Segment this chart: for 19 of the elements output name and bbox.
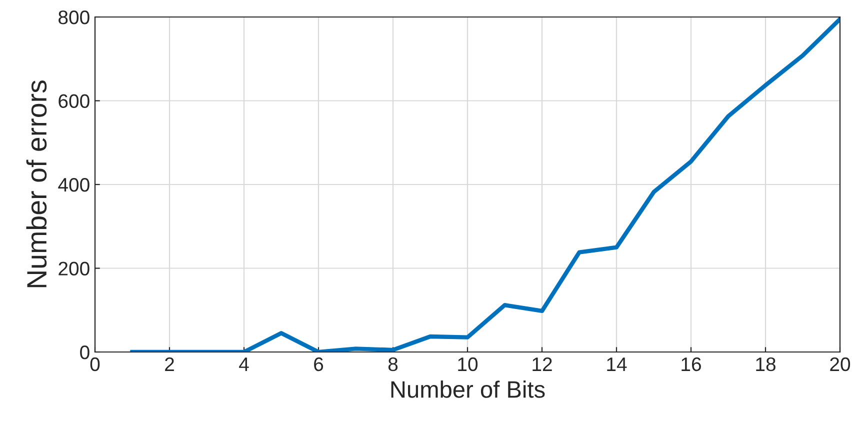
x-tick-label: 16 (682, 357, 701, 372)
y-tick-label: 600 (58, 94, 90, 108)
x-tick-label: 4 (239, 358, 249, 371)
x-tick-label: 6 (314, 357, 324, 372)
y-tick-label: 200 (58, 262, 90, 276)
y-tick-label: 800 (58, 10, 90, 24)
x-tick-label: 2 (165, 357, 174, 371)
x-tick-label: 10 (458, 357, 478, 372)
x-tick-label: 0 (90, 357, 100, 372)
y-axis-title: Number of errors (26, 80, 47, 288)
x-tick-label: 12 (532, 357, 552, 371)
y-tick-label: 0 (80, 345, 90, 360)
x-tick-label: 14 (607, 358, 627, 371)
x-tick-label: 18 (756, 357, 776, 372)
x-axis-title: Number of Bits (391, 380, 545, 398)
line-series (130, 17, 840, 352)
x-tick-label: 20 (830, 357, 850, 372)
x-tick-label: 8 (388, 357, 398, 372)
y-tick-label: 400 (58, 178, 90, 192)
